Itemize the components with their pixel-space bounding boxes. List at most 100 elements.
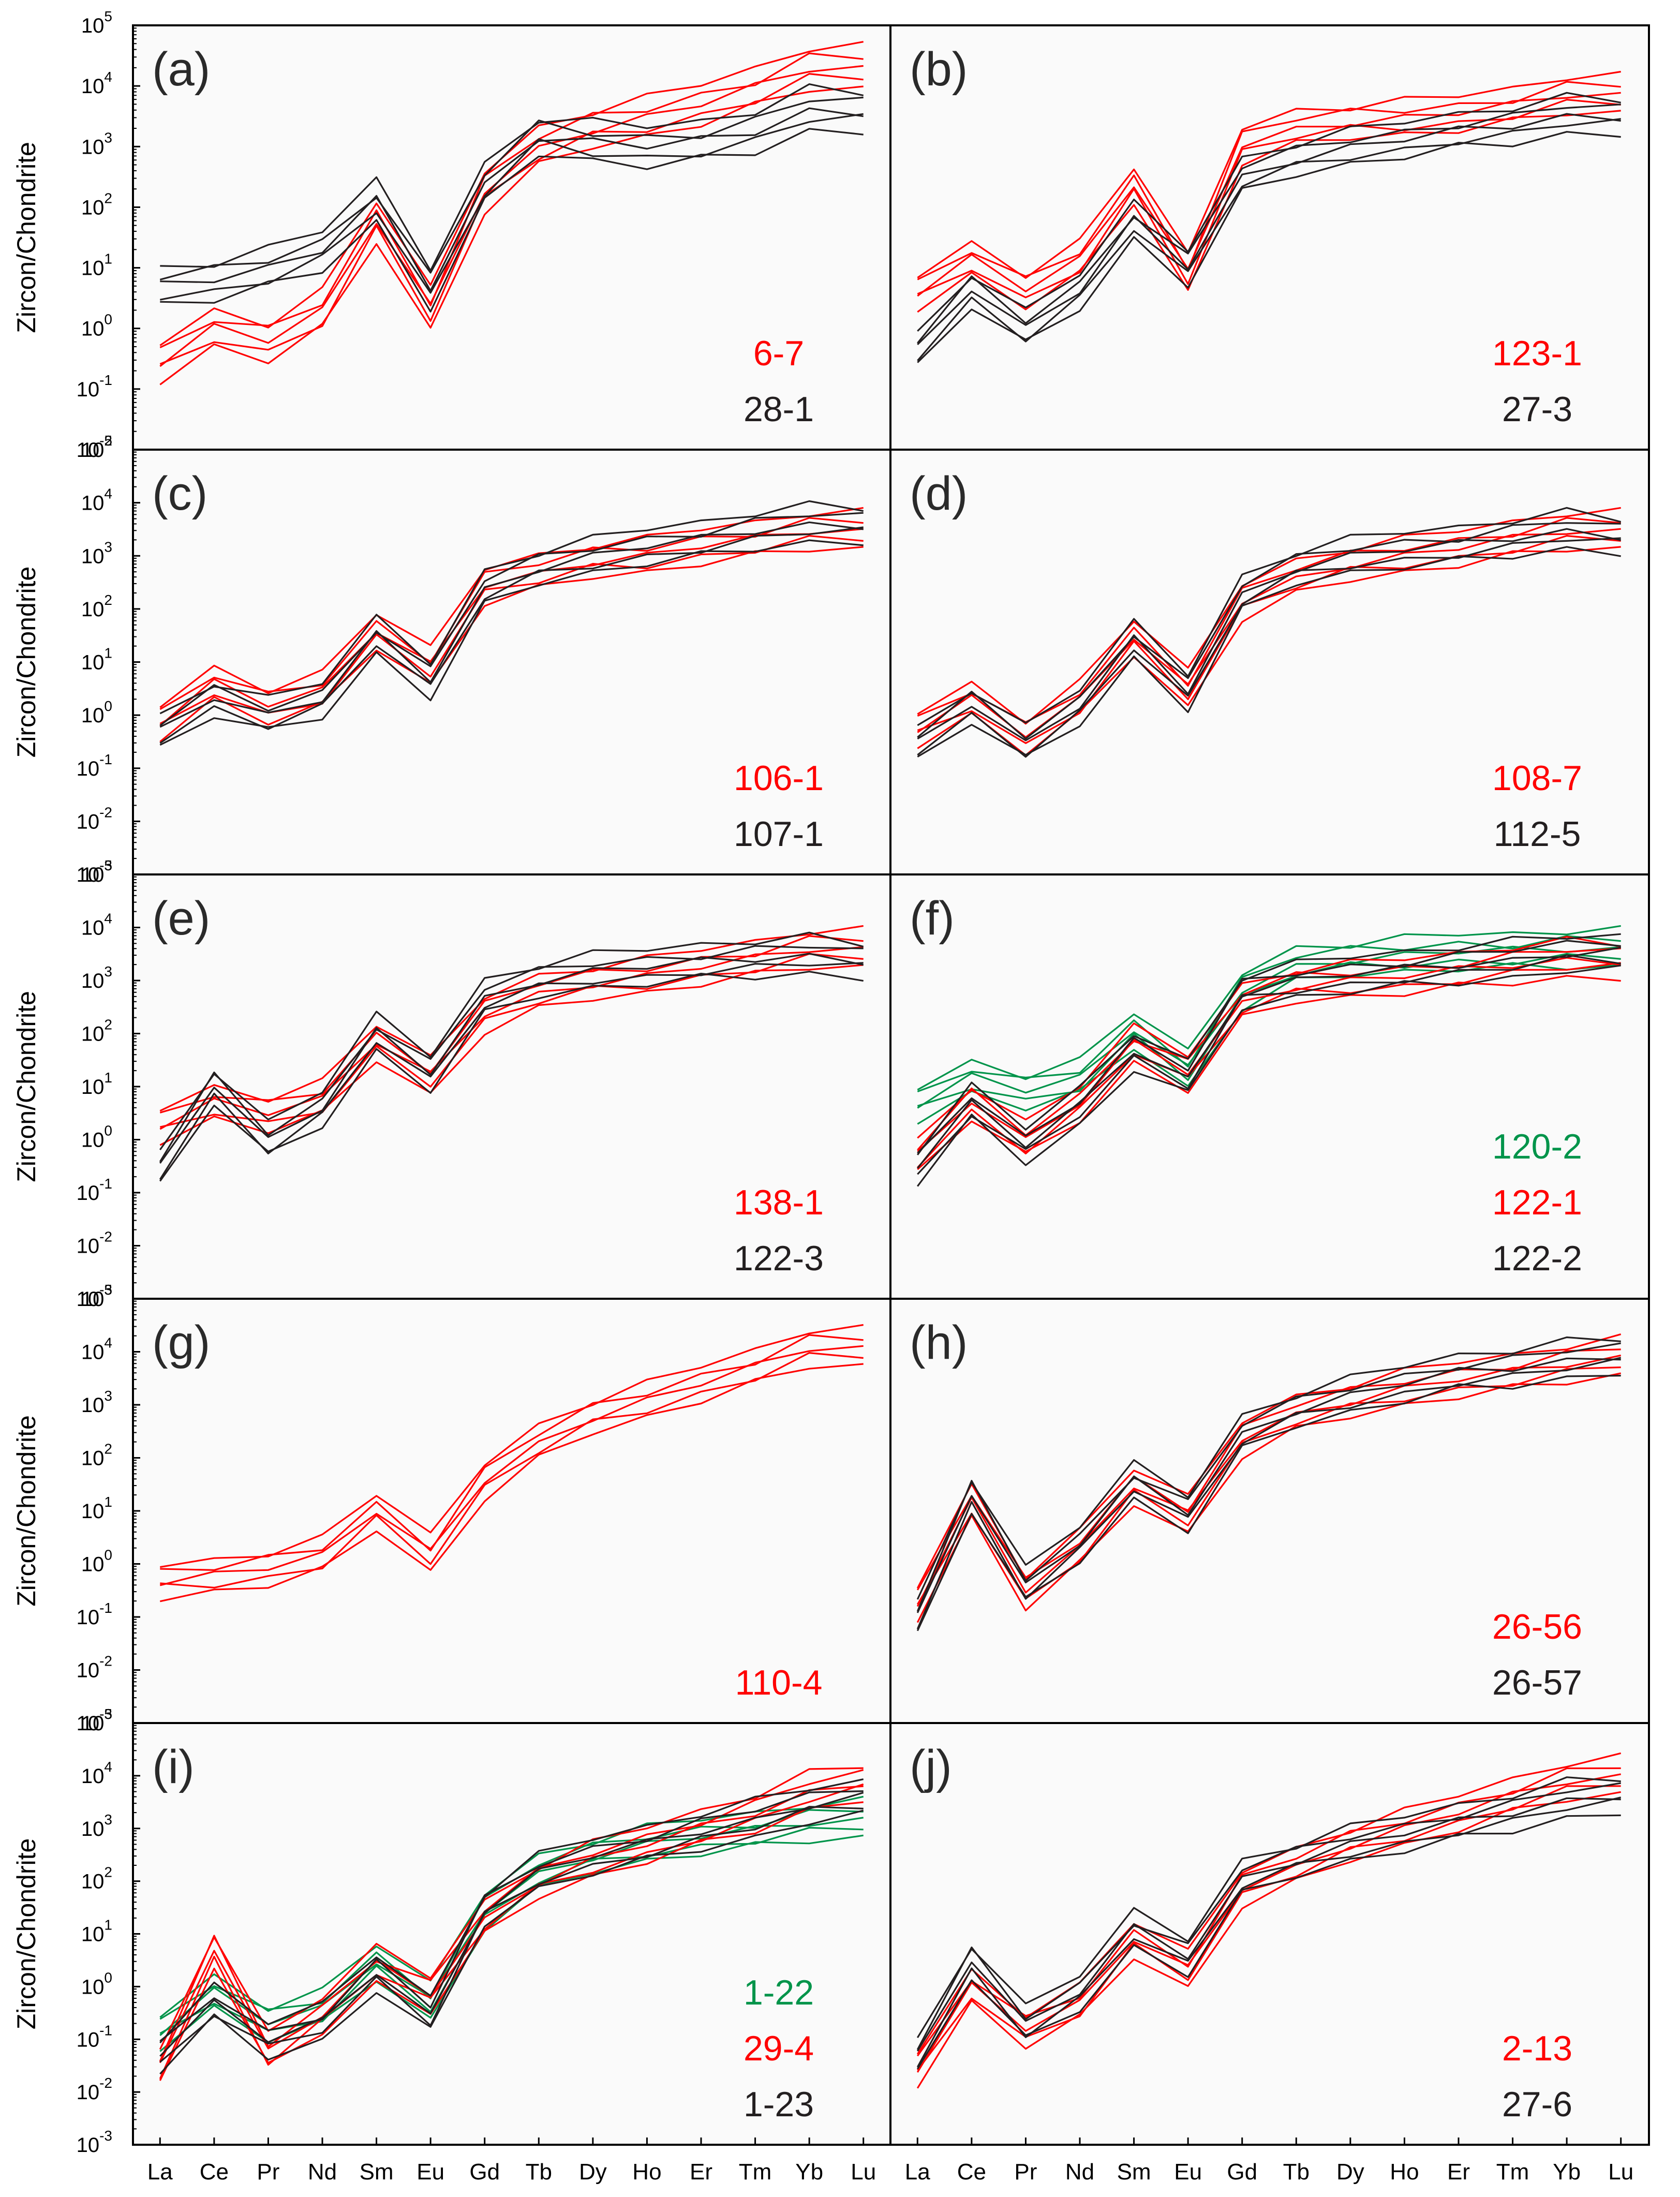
y-tick-label: 104 <box>81 911 112 940</box>
series-line <box>160 128 864 313</box>
panel-label: (f) <box>910 892 955 945</box>
y-tick-label: 10-2 <box>77 2075 112 2104</box>
series-line <box>916 1342 1621 1612</box>
series-line <box>917 522 1621 740</box>
y-tick-label: 104 <box>81 1335 112 1364</box>
legend-entry: 138-1 <box>734 1183 824 1222</box>
series-line <box>916 1357 1621 1613</box>
series-line <box>159 953 864 1128</box>
x-tick-label: Ho <box>1390 2159 1419 2185</box>
y-tick-label: 103 <box>81 1388 112 1417</box>
series-line <box>917 933 1621 1155</box>
x-tick-label: La <box>905 2159 930 2185</box>
y-tick-label: 103 <box>81 539 112 568</box>
series-line <box>159 512 864 726</box>
x-tick-label: Sm <box>1117 2159 1151 2185</box>
y-tick-label: 101 <box>81 1070 112 1098</box>
series-line <box>159 925 864 1112</box>
series-line <box>917 947 1621 1151</box>
y-axis-title: Zircon/Chondrite <box>12 567 41 758</box>
x-tick-label: Eu <box>417 2159 444 2185</box>
series-line <box>159 113 864 301</box>
panel-b: (b) 123-1 27-3 <box>910 43 1621 429</box>
panel-j: (j) 2-13 27-6 <box>910 1741 1622 2124</box>
panel-label: (b) <box>910 43 968 96</box>
legend-entry: 26-57 <box>1492 1663 1582 1702</box>
series-line <box>160 1324 864 1568</box>
series-line <box>159 521 864 728</box>
panel-label: (d) <box>910 467 968 520</box>
y-tick-label: 102 <box>81 1441 112 1470</box>
panel-i: (i) 1-22 29-4 1-23 10-3 10-2 10-1 100 101 102 103 1… <box>12 1706 864 2157</box>
series-1-23 <box>159 1778 864 2075</box>
legend-entry: 123-1 <box>1492 334 1582 373</box>
panel-g: (g) 110-4 10-3 10-2 10-1 100 101 102 103 104 105 Zi… <box>12 1282 864 1735</box>
panel-d: (d) 108-7 112-5 <box>910 467 1622 854</box>
series-line <box>159 1769 864 2062</box>
y-tick-label: 102 <box>81 1017 112 1046</box>
panel-label: (j) <box>910 1741 952 1793</box>
y-tick-label: 10-3 <box>77 2128 112 2157</box>
y-tick-label: 103 <box>81 963 112 992</box>
y-axis-title: Zircon/Chondrite <box>12 991 41 1182</box>
y-tick-label: 10-1 <box>77 2022 112 2051</box>
series-122-1 <box>917 936 1621 1170</box>
x-tick-label: Pr <box>1014 2159 1037 2185</box>
y-tick-label: 104 <box>81 486 112 515</box>
panel-label: (a) <box>152 43 210 96</box>
x-tick-label: Nd <box>1065 2159 1094 2185</box>
x-tick-label: Gd <box>1227 2159 1257 2185</box>
x-tick-label: Tm <box>1496 2159 1529 2185</box>
legend-entry: 112-5 <box>1494 814 1581 854</box>
y-tick-label: 105 <box>81 857 112 886</box>
y-tick-label: 10-1 <box>77 1176 112 1205</box>
series-line <box>159 1790 864 2042</box>
x-tick-label: Gd <box>469 2159 500 2185</box>
y-tick-label: 10-2 <box>77 1653 112 1682</box>
y-tick-label: 100 <box>81 311 112 340</box>
series-line <box>159 945 864 1163</box>
legend-entry: 122-2 <box>1492 1239 1582 1278</box>
series-line <box>917 936 1621 1139</box>
panel-c: (c) 106-1 107-1 10-3 10-2 10-1 100 101 102 103 104… <box>12 433 864 886</box>
panel-a: (a) 6-7 28-1 10-2 10-1 100 101 102 103 104 105 Zirc… <box>12 8 864 462</box>
series-line <box>159 517 864 710</box>
series-27-6 <box>916 1776 1622 2070</box>
series-line <box>916 1333 1622 1589</box>
series-line <box>159 962 864 1180</box>
x-tick-label: Tm <box>739 2159 772 2185</box>
series-line <box>917 70 1621 279</box>
legend-entry: 27-3 <box>1502 390 1572 429</box>
legend-entry: 28-1 <box>744 390 814 429</box>
series-line <box>917 925 1621 1091</box>
y-axis-title: Zircon/Chondrite <box>12 1415 41 1607</box>
series-line <box>916 1797 1622 2068</box>
series-line <box>917 92 1621 332</box>
legend-entry: 107-1 <box>734 814 824 854</box>
series-26-57 <box>916 1336 1622 1631</box>
series-line <box>159 1785 864 2064</box>
series-122-3 <box>159 931 864 1182</box>
series-line <box>917 940 1621 1154</box>
series-27-3 <box>917 92 1621 363</box>
x-tick-label: Tb <box>526 2159 552 2185</box>
y-tick-label: 103 <box>81 129 112 158</box>
series-line <box>159 526 864 744</box>
panel-label: (e) <box>152 892 210 945</box>
x-tick-label: Ho <box>632 2159 661 2185</box>
x-tick-label: Er <box>690 2159 712 2185</box>
y-tick-label: 101 <box>81 251 112 280</box>
x-tick-label: Pr <box>257 2159 279 2185</box>
panel-f: (f) 120-2 122-1 122-2 <box>910 892 1621 1278</box>
series-122-2 <box>917 933 1621 1187</box>
legend-entry: 2-13 <box>1502 2029 1572 2068</box>
y-tick-label: 10-3 <box>77 857 112 886</box>
series-line <box>916 1357 1622 1629</box>
series-line <box>159 1809 864 2075</box>
legend-entry: 27-6 <box>1502 2085 1572 2124</box>
series-line <box>917 946 1621 1169</box>
series-line <box>917 953 1621 1107</box>
series-line <box>917 962 1621 1168</box>
x-tick-label: Tb <box>1283 2159 1310 2185</box>
y-tick-label: 102 <box>81 1864 112 1893</box>
